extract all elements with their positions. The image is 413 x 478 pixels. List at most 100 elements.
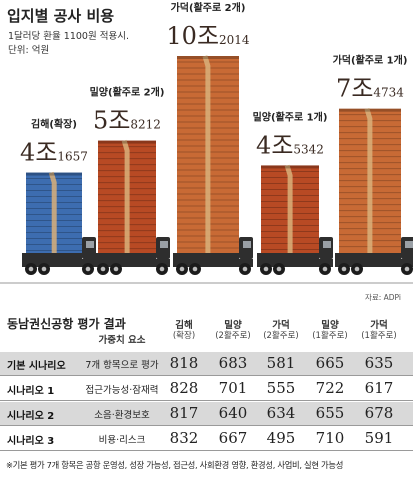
truck-window <box>323 241 331 248</box>
score-cell: 678 <box>364 404 394 422</box>
truck-hub <box>263 266 269 272</box>
truck-chassis <box>335 259 413 267</box>
truck-chassis <box>22 259 96 267</box>
column-header-sub: (확장) <box>172 331 196 341</box>
score-cell: 555 <box>266 379 296 397</box>
column-header-sub: (1활주로) <box>312 331 348 341</box>
table-title: 동남권신공항 평가 결과 <box>7 317 126 331</box>
strap-band <box>284 164 293 253</box>
truck-hub <box>41 266 47 272</box>
value-label-minor: 2014 <box>219 33 250 47</box>
row-divider <box>0 375 413 376</box>
column-header: 가덕 (1활주로) <box>355 320 403 342</box>
weight-factor: 접근가능성·잠재력 <box>85 385 159 396</box>
score-cell: 591 <box>364 429 394 447</box>
value-label-major: 4조 <box>256 131 293 159</box>
column-header-sub: (2활주로) <box>263 331 299 341</box>
strap-band <box>48 171 57 253</box>
score-cell: 832 <box>169 429 199 447</box>
column-header-name: 밀양 <box>321 320 339 331</box>
value-label-minor: 8212 <box>130 118 161 132</box>
value-label-major: 7조 <box>336 75 373 103</box>
column-header-name: 가덕 <box>272 320 290 331</box>
column-header: 밀양 (2활주로) <box>209 320 257 342</box>
score-cell: 828 <box>169 379 199 397</box>
value-label-major: 5조 <box>93 107 130 135</box>
bar-top-edge <box>177 56 239 59</box>
value-label: 4조1657 <box>20 139 88 167</box>
scenario-name: 기본 시나리오 <box>7 361 66 372</box>
bar-top-edge <box>26 172 82 176</box>
strap-band <box>121 139 130 253</box>
score-cell: 655 <box>315 404 345 422</box>
truck-window <box>243 241 251 248</box>
table-row: 시나리오 2 소음·환경보호 817 640 634 655 678 <box>0 402 413 425</box>
factor-header: 가중치 요소 <box>98 335 146 346</box>
value-label-minor: 1657 <box>57 150 88 164</box>
truck-deck <box>22 253 82 259</box>
score-cell: 701 <box>218 379 248 397</box>
category-label: 밀양(활주로 1개) <box>253 110 328 123</box>
value-label-minor: 5342 <box>293 142 324 156</box>
value-label-major: 10조 <box>166 22 219 50</box>
score-cell: 495 <box>266 429 296 447</box>
truck-chassis <box>257 259 333 267</box>
value-label: 5조8212 <box>93 107 161 135</box>
weight-factor: 소음·환경보호 <box>94 410 150 421</box>
unit-note: 단위: 억원 <box>8 45 50 56</box>
truck-window <box>86 241 94 248</box>
value-label: 10조2014 <box>166 22 250 50</box>
table-row: 시나리오 3 비용·리스크 832 667 495 710 591 <box>0 427 413 450</box>
truck-chassis <box>94 259 170 267</box>
column-header: 김해 (확장) <box>160 320 208 342</box>
bar-top-edge <box>261 165 319 169</box>
bar-1: 밀양(활주로 2개) 5조8212 <box>90 86 170 275</box>
score-cell: 665 <box>315 354 345 372</box>
score-cell: 710 <box>315 429 345 447</box>
score-cell: 818 <box>169 354 199 372</box>
truck-deck <box>94 253 156 259</box>
row-divider <box>0 450 413 451</box>
category-label: 가덕(활주로 2개) <box>171 1 246 14</box>
truck-deck <box>335 253 401 259</box>
value-label-minor: 4734 <box>373 86 404 100</box>
bar-4: 가덕(활주로 1개) 7조4734 <box>333 54 413 275</box>
truck-hub <box>179 266 185 272</box>
score-cell: 617 <box>364 379 394 397</box>
column-header-name: 가덕 <box>370 320 388 331</box>
truck-hub <box>159 266 165 272</box>
bar-3: 밀양(활주로 1개) 4조5342 <box>253 110 333 275</box>
truck-hub <box>354 266 360 272</box>
score-cell: 635 <box>364 354 394 372</box>
bar-0: 김해(확장) 4조1657 <box>20 118 96 275</box>
strap-band <box>364 107 373 253</box>
column-header-sub: (1활주로) <box>361 331 397 341</box>
score-cell: 683 <box>218 354 248 372</box>
truck-hub <box>242 266 248 272</box>
scenario-name: 시나리오 1 <box>7 386 55 397</box>
bar-2: 가덕(활주로 2개) 10조2014 <box>166 1 253 275</box>
truck-window <box>160 241 168 248</box>
score-cell: 640 <box>218 404 248 422</box>
strap-band <box>202 55 211 253</box>
column-header-sub: (2활주로) <box>215 331 251 341</box>
table-row: 시나리오 1 접근가능성·잠재력 828 701 555 722 617 <box>0 377 413 400</box>
score-cell: 581 <box>266 354 296 372</box>
row-divider <box>0 425 413 426</box>
table-row: 기본 시나리오 7개 항목으로 평가 818 683 581 665 635 <box>0 352 413 375</box>
truck-hub <box>113 266 119 272</box>
score-cell: 634 <box>266 404 296 422</box>
footnote: ※기본 평가 7개 항목은 공항 운영성, 성장 가능성, 접근성, 사회환경 … <box>6 460 344 470</box>
category-label: 가덕(활주로 1개) <box>333 54 408 67</box>
category-label: 김해(확장) <box>31 118 77 131</box>
truck-hub <box>404 266 410 272</box>
source-label: 자료: ADPi <box>364 293 401 302</box>
score-cell: 722 <box>315 379 345 397</box>
column-header: 가덕 (2활주로) <box>257 320 305 342</box>
row-divider <box>0 400 413 401</box>
bar-top-edge <box>98 140 156 144</box>
truck-hub <box>276 266 282 272</box>
category-label: 밀양(활주로 2개) <box>90 86 165 99</box>
exchange-rate-note: 1달러당 환율 1100원 적용시. <box>8 31 129 42</box>
truck-window <box>405 241 413 248</box>
